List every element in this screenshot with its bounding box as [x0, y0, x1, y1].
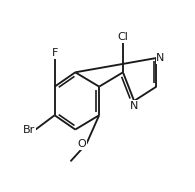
Text: N: N: [130, 101, 138, 111]
Text: O: O: [78, 139, 86, 149]
Text: Cl: Cl: [118, 32, 129, 42]
Text: F: F: [51, 48, 58, 58]
Text: Br: Br: [23, 125, 35, 135]
Text: N: N: [156, 53, 165, 63]
